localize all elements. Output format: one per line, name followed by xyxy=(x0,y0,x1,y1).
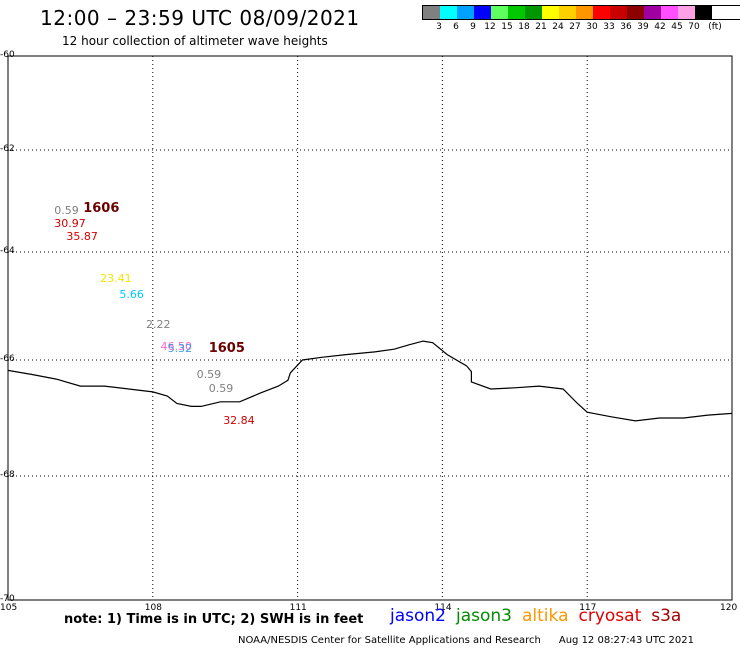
longitude-label: 120 xyxy=(720,603,738,613)
satellite-legend-item: altika xyxy=(522,606,569,626)
color-scale-label: 3 xyxy=(436,22,442,32)
latitude-label: -70 xyxy=(0,594,15,604)
wave-height-value: 35.87 xyxy=(66,229,98,243)
color-scale-label: 6 xyxy=(453,22,459,32)
wave-height-value: 32.84 xyxy=(223,413,255,427)
page-subtitle: 12 hour collection of altimeter wave hei… xyxy=(62,34,328,48)
latitude-label: -64 xyxy=(0,246,15,256)
footer-credit: NOAA/NESDIS Center for Satellite Applica… xyxy=(238,635,694,646)
wave-height-value: 5.32 xyxy=(167,342,193,356)
color-scale-label: 33 xyxy=(603,22,615,32)
color-scale-label: 70 xyxy=(688,22,700,32)
satellite-legend-item: cryosat xyxy=(578,606,642,626)
longitude-label: 108 xyxy=(144,603,162,613)
satellite-legend-item: jason2 xyxy=(390,606,446,626)
color-scale-swatch xyxy=(508,6,525,19)
color-scale-label: 42 xyxy=(654,22,666,32)
color-scale-swatch xyxy=(457,6,474,19)
satellite-legend-item: s3a xyxy=(651,606,682,626)
color-scale-label: 12 xyxy=(484,22,496,32)
lat-lon-grid xyxy=(7,55,733,601)
wave-height-value: 46.50 xyxy=(160,339,192,353)
color-scale-swatch xyxy=(644,6,661,19)
longitude-label: 105 xyxy=(0,603,18,613)
longitude-label: 111 xyxy=(289,603,307,613)
pass-number: 1605 xyxy=(208,341,245,357)
color-scale-swatch xyxy=(440,6,457,19)
satellite-legend: jason2 jason3 altika cryosat s3a xyxy=(390,606,691,626)
color-scale-swatch xyxy=(542,6,559,19)
color-scale-swatch xyxy=(525,6,542,19)
latitude-label: -66 xyxy=(0,354,15,364)
color-scale-unit: (ft) xyxy=(708,22,722,32)
color-scale-labels: 3 6 9 12 15 18 21 24 27 30 33 36 39 42 45 70 (ft) xyxy=(422,20,740,32)
color-scale-swatch xyxy=(695,6,712,19)
color-scale-swatch xyxy=(627,6,644,19)
wave-height-value: 2.22 xyxy=(145,317,171,331)
color-scale-swatches xyxy=(422,5,740,20)
wave-height-value: 30.97 xyxy=(54,216,86,230)
color-scale-swatch xyxy=(576,6,593,19)
latitude-label: -68 xyxy=(0,470,15,480)
color-scale-swatch xyxy=(610,6,627,19)
longitude-label: 117 xyxy=(579,603,597,613)
generation-timestamp: Aug 12 08:27:43 UTC 2021 xyxy=(558,635,695,646)
color-scale-label: 24 xyxy=(552,22,564,32)
color-scale-swatch xyxy=(559,6,576,19)
color-scale-label: 27 xyxy=(569,22,581,32)
color-scale-label: 30 xyxy=(586,22,598,32)
longitude-label: 114 xyxy=(434,603,452,613)
wave-height-value: 23.41 xyxy=(100,272,132,285)
color-scale-label: 36 xyxy=(620,22,632,32)
map-frame xyxy=(7,55,733,601)
latitude-label: -60 xyxy=(0,50,15,60)
credit-text: NOAA/NESDIS Center for Satellite Applica… xyxy=(238,635,541,646)
wave-height-value: 0.59 xyxy=(196,367,222,381)
color-scale-swatch xyxy=(423,6,440,19)
antarctic-coastline xyxy=(7,340,733,422)
color-scale-label: 21 xyxy=(535,22,547,32)
color-scale-label: 9 xyxy=(470,22,476,32)
wave-height-value: 0.59 xyxy=(54,204,79,218)
color-scale-swatch xyxy=(491,6,508,19)
page-title: 12:00 – 23:59 UTC 08/09/2021 xyxy=(40,6,360,30)
color-scale-label: 39 xyxy=(637,22,649,32)
pass-number: 1606 xyxy=(83,200,120,216)
latitude-label: -62 xyxy=(0,144,15,154)
color-scale-label: 45 xyxy=(671,22,683,32)
color-scale-swatch xyxy=(593,6,610,19)
wave-height-value: 0.59 xyxy=(208,382,234,395)
satellite-legend-item: jason3 xyxy=(456,606,512,626)
wave-height-value: 5.66 xyxy=(119,288,144,302)
color-scale-swatch xyxy=(678,6,695,19)
footer-note: note: 1) Time is in UTC; 2) SWH is in fe… xyxy=(64,612,364,627)
color-scale-label: 15 xyxy=(501,22,513,32)
wave-height-color-scale: 3 6 9 12 15 18 21 24 27 30 33 36 39 42 45 70 (ft) xyxy=(422,5,740,32)
color-scale-swatch xyxy=(474,6,491,19)
color-scale-swatch xyxy=(661,6,678,19)
color-scale-label: 18 xyxy=(518,22,530,32)
